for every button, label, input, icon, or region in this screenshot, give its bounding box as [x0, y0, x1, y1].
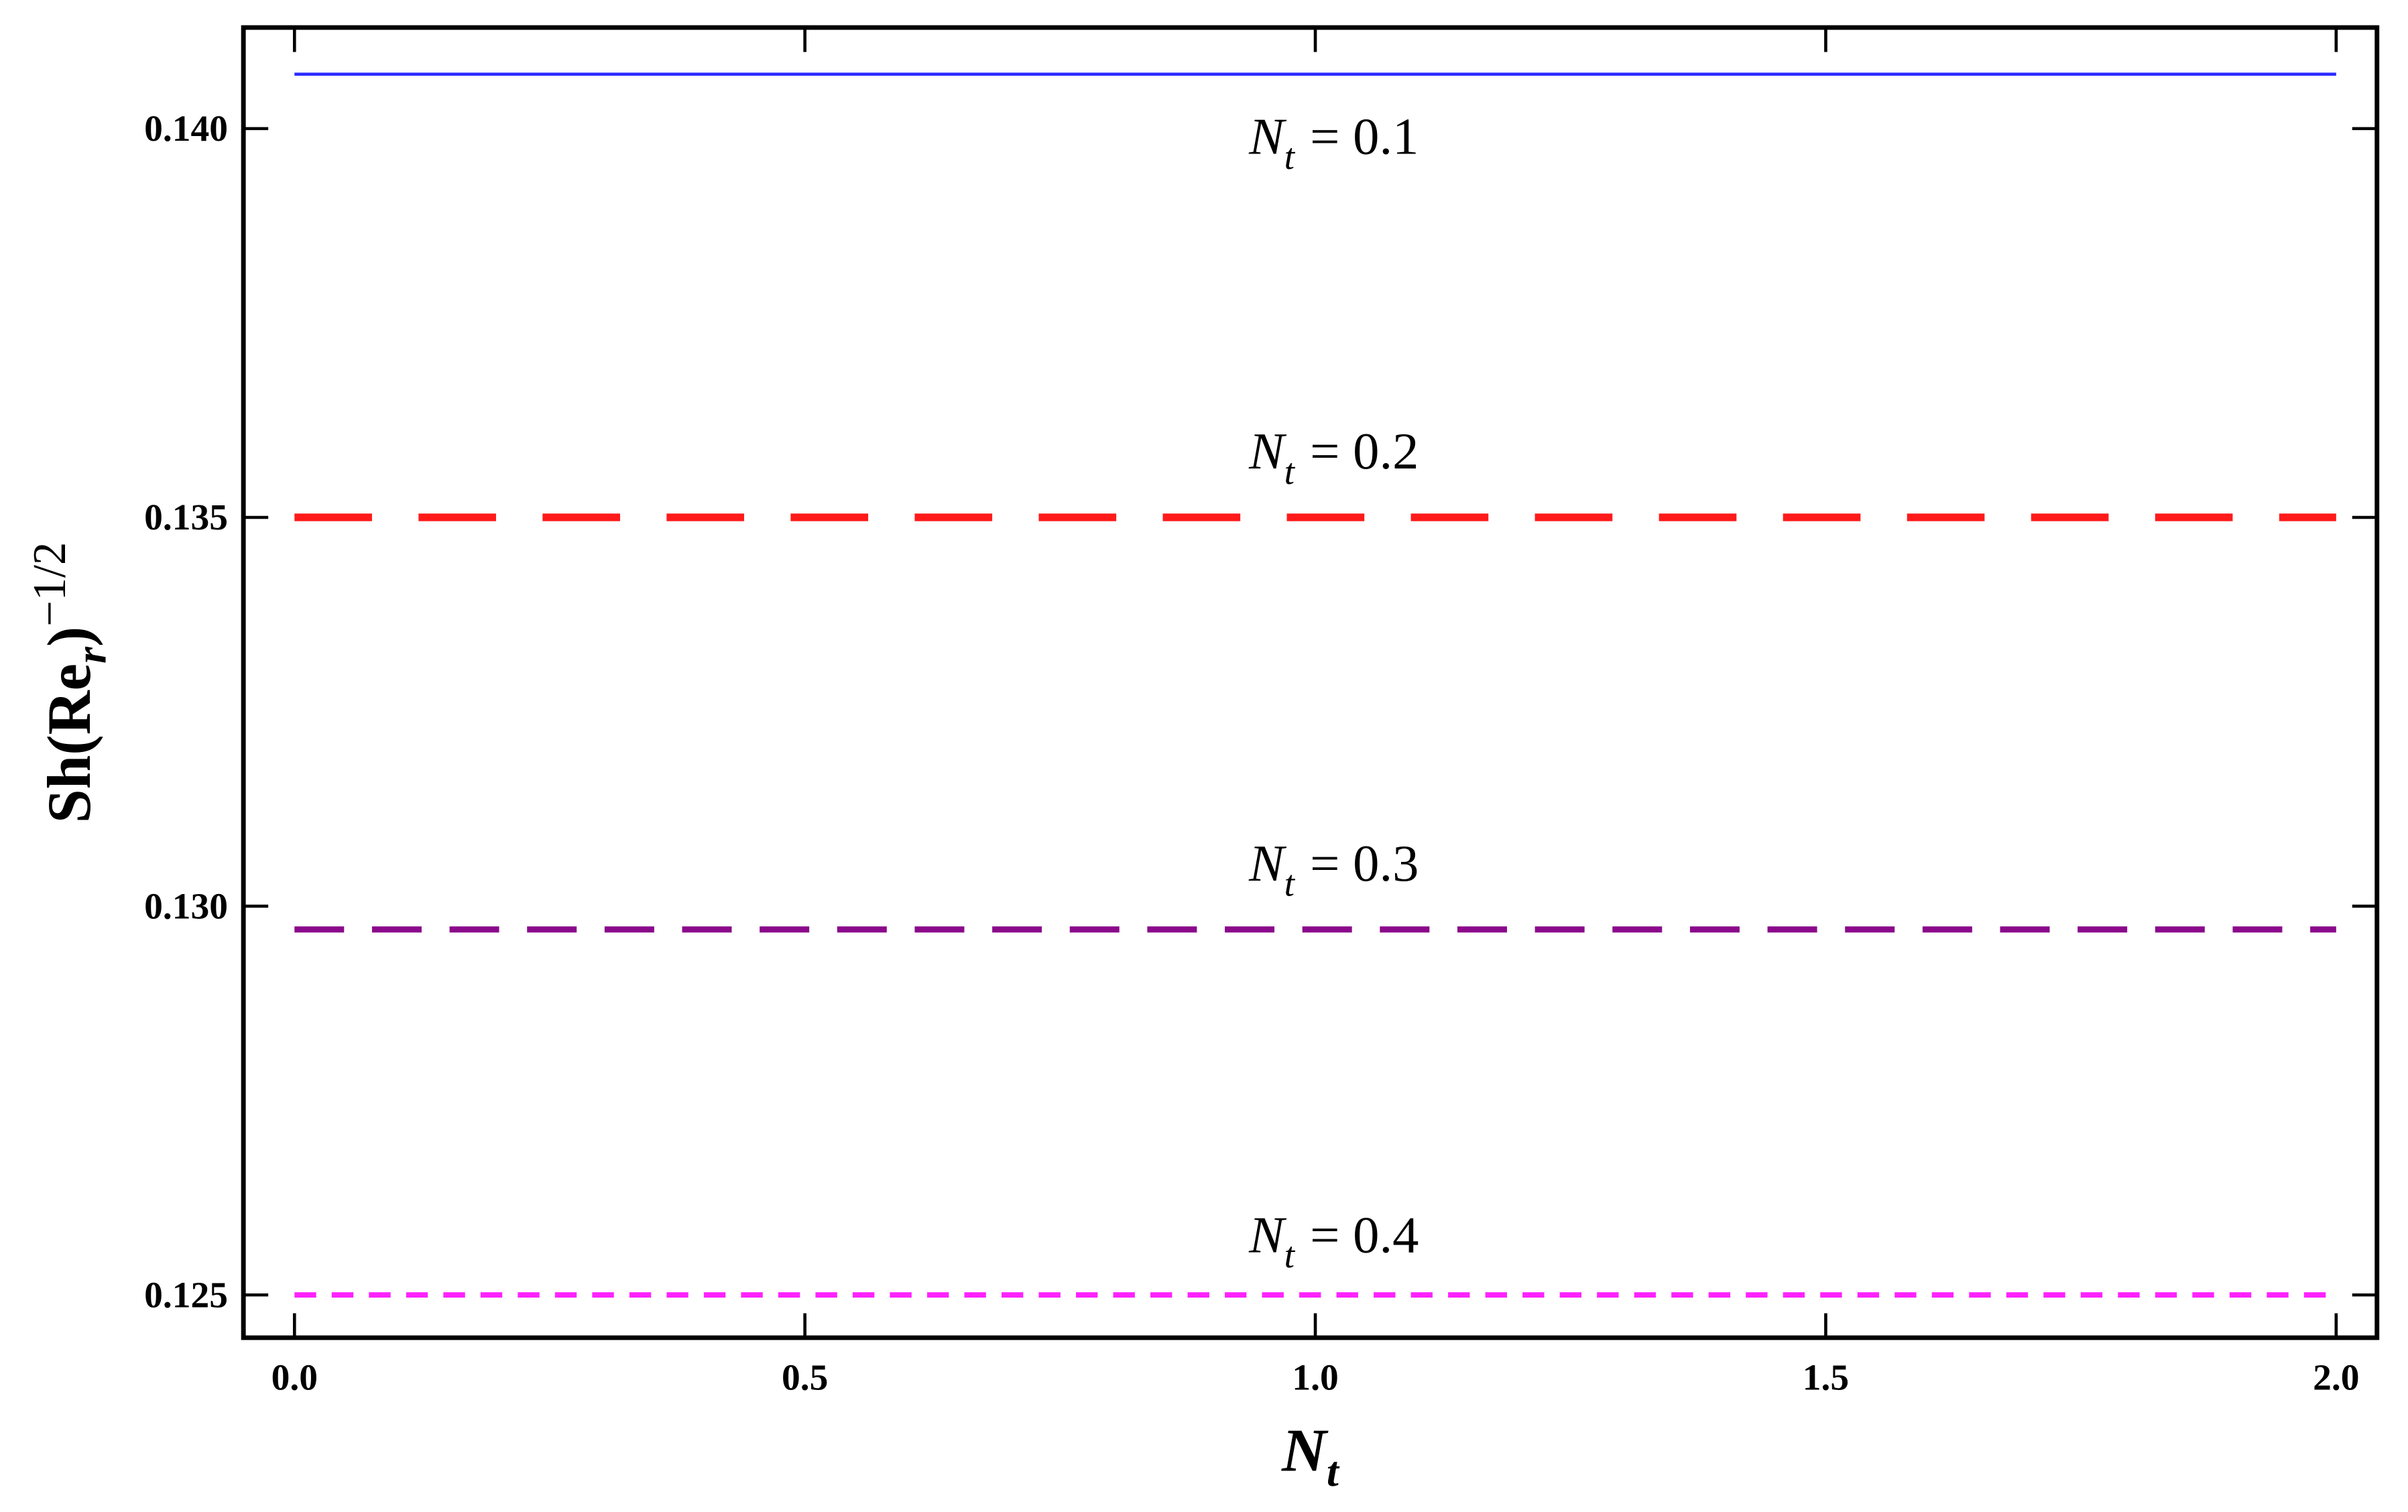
label-symbol: N — [1248, 422, 1286, 479]
series-label: Nt = 0.2 — [1248, 422, 1419, 491]
x-tick-label: 0.5 — [782, 1357, 828, 1398]
y-axis-label: Sh(Rer)−1/2 — [24, 542, 115, 824]
y-tick-label: 0.140 — [144, 108, 228, 149]
label-value: = 0.4 — [1310, 1206, 1419, 1263]
label-symbol: N — [1248, 107, 1286, 165]
x-tick-label: 0.0 — [272, 1357, 318, 1398]
y-label-close: ) — [35, 627, 104, 647]
x-tick-label: 1.5 — [1803, 1357, 1849, 1398]
label-symbol: N — [1248, 834, 1286, 891]
series-label: Nt = 0.1 — [1248, 107, 1419, 177]
label-subscript: t — [1284, 136, 1296, 177]
plot-frame — [241, 25, 2380, 1340]
series-label: Nt = 0.3 — [1248, 834, 1419, 903]
y-tick-label: 0.125 — [144, 1275, 228, 1316]
label-value: = 0.3 — [1310, 834, 1419, 891]
y-label-sub: r — [67, 646, 115, 664]
label-value: = 0.1 — [1310, 107, 1419, 165]
x-tick-label: 1.0 — [1292, 1357, 1338, 1398]
y-tick-label: 0.130 — [144, 886, 228, 927]
y-label-sup: −1/2 — [24, 542, 76, 627]
series-label: Nt = 0.4 — [1248, 1206, 1419, 1275]
x-label-sub: t — [1327, 1448, 1340, 1496]
y-label-main: Sh(Re — [35, 664, 104, 823]
label-subscript: t — [1284, 863, 1296, 904]
y-tick-label: 0.135 — [144, 497, 228, 538]
x-label-main: N — [1281, 1416, 1329, 1484]
x-tick-label: 2.0 — [2313, 1357, 2359, 1398]
label-subscript: t — [1284, 451, 1296, 492]
label-subscript: t — [1284, 1235, 1296, 1275]
label-symbol: N — [1248, 1206, 1286, 1263]
x-axis-label: Nt — [1281, 1416, 1340, 1495]
label-value: = 0.2 — [1310, 422, 1419, 479]
